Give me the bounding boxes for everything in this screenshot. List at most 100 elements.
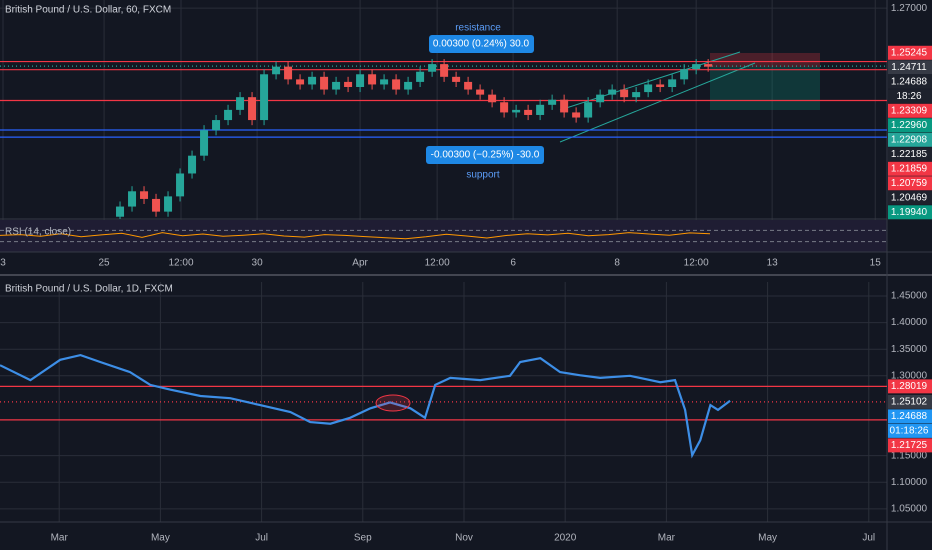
y-tick-label: 1.27000 bbox=[891, 3, 928, 14]
rsi-label: RSI (14, close) bbox=[5, 227, 71, 238]
price-tag bbox=[888, 161, 932, 176]
annotation: support bbox=[466, 170, 500, 181]
price-tag bbox=[888, 394, 932, 409]
candle-body bbox=[200, 130, 209, 156]
price-tag bbox=[888, 60, 932, 75]
x-tick-label: 13 bbox=[767, 258, 779, 269]
y-tick-label: 1.35000 bbox=[891, 344, 928, 355]
price-tag-label: 1.28019 bbox=[891, 381, 928, 392]
candle-body bbox=[440, 64, 449, 77]
candle-body bbox=[188, 155, 197, 174]
x-tick-label: 12:00 bbox=[684, 258, 709, 269]
candle-body bbox=[464, 81, 473, 90]
candle-body bbox=[476, 89, 485, 95]
candle-body bbox=[608, 89, 617, 95]
candle-body bbox=[536, 104, 545, 115]
price-tag-label: 1.19940 bbox=[891, 207, 928, 218]
price-tag bbox=[888, 45, 932, 60]
candle-body bbox=[632, 92, 641, 98]
candle-body bbox=[404, 81, 413, 90]
x-tick-label: 25 bbox=[99, 258, 111, 269]
annotation: -0.00300 (−0.25%) -30.0 bbox=[431, 150, 540, 161]
candle-body bbox=[128, 191, 137, 207]
chart-title: British Pound / U.S. Dollar, 60, FXCM bbox=[5, 5, 171, 16]
candle-body bbox=[248, 97, 257, 121]
target-zone bbox=[710, 67, 820, 110]
price-tag bbox=[888, 176, 932, 191]
rsi-layer bbox=[0, 229, 887, 243]
candle-body bbox=[116, 206, 125, 217]
candle-body bbox=[344, 81, 353, 87]
candle-body bbox=[356, 74, 365, 87]
x-tick-label: 15 bbox=[870, 258, 882, 269]
rsi-line bbox=[0, 232, 711, 240]
x-tick-label: Jul bbox=[255, 533, 268, 544]
x-tick-label: 6 bbox=[510, 258, 516, 269]
price-tag-label: 18:26 bbox=[896, 91, 921, 102]
candle-body bbox=[452, 76, 461, 82]
candle-body bbox=[416, 71, 425, 82]
chart-title: British Pound / U.S. Dollar, 1D, FXCM bbox=[5, 284, 173, 295]
price-tag-label: 1.21725 bbox=[891, 440, 928, 451]
candle-body bbox=[596, 94, 605, 103]
y-tick-label: 1.40000 bbox=[891, 317, 928, 328]
candle-body bbox=[500, 102, 509, 113]
price-tag-label: 1.25245 bbox=[891, 47, 928, 58]
stop-zone bbox=[710, 53, 820, 67]
x-tick-label: Nov bbox=[455, 533, 473, 544]
price-tag-label: 1.22960 bbox=[891, 120, 928, 131]
candle-body bbox=[680, 69, 689, 80]
x-tick-label: 2020 bbox=[554, 533, 577, 544]
candle-body bbox=[296, 79, 305, 85]
candle-body bbox=[656, 84, 665, 87]
price-tag-label: 1.22185 bbox=[891, 149, 928, 160]
annotation: resistance bbox=[455, 23, 501, 34]
price-tag-label: 1.25102 bbox=[891, 397, 928, 408]
price-tag-label: 1.22908 bbox=[891, 134, 928, 145]
channel-line bbox=[559, 62, 756, 143]
price-tag-label: 1.24711 bbox=[891, 62, 927, 73]
price-tag-label: 1.20469 bbox=[891, 192, 928, 203]
candle-body bbox=[152, 198, 161, 212]
candle-body bbox=[644, 84, 653, 93]
price-tag bbox=[888, 89, 932, 104]
candle-body bbox=[368, 74, 377, 85]
price-tag bbox=[888, 147, 932, 162]
axes: 3 25 12:00 30 Apr 12:00 6 8 12:00 13 15 1.27000 1.25… bbox=[0, 3, 932, 544]
candle-body bbox=[308, 76, 317, 85]
y-tick-label: 1.05000 bbox=[891, 503, 928, 514]
price-tag bbox=[888, 103, 932, 118]
highlight-ellipse bbox=[375, 394, 411, 412]
price-tag bbox=[888, 132, 932, 147]
candle-body bbox=[548, 99, 557, 105]
measure-box bbox=[429, 35, 534, 53]
daily-pane bbox=[0, 353, 887, 459]
price-tag bbox=[888, 409, 932, 424]
candle-body bbox=[392, 79, 401, 90]
candle-body bbox=[224, 109, 233, 121]
candle-body bbox=[140, 191, 149, 199]
x-tick-label: Apr bbox=[352, 258, 368, 269]
price-tag bbox=[888, 74, 932, 89]
x-tick-label: 12:00 bbox=[425, 258, 450, 269]
annotation: 0.00300 (0.24%) 30.0 bbox=[433, 39, 530, 50]
drawings bbox=[426, 35, 820, 164]
price-tag bbox=[888, 423, 932, 438]
grid bbox=[0, 282, 887, 522]
price-tag-label: 1.20759 bbox=[891, 178, 928, 189]
x-tick-label: 30 bbox=[252, 258, 264, 269]
candle-body bbox=[704, 64, 713, 67]
price-tag-label: 1.24688 bbox=[891, 411, 928, 422]
grid bbox=[0, 0, 887, 252]
price-tag-label: 1.24688 bbox=[891, 76, 928, 87]
candle-body bbox=[212, 120, 221, 131]
candle-body bbox=[320, 76, 329, 90]
measure-box bbox=[426, 146, 544, 164]
candle-body bbox=[260, 74, 269, 121]
candle-body bbox=[560, 99, 569, 113]
price-tag bbox=[888, 190, 932, 205]
price-tag bbox=[888, 379, 932, 394]
price-tag bbox=[888, 118, 932, 133]
x-tick-label: Jul bbox=[862, 533, 875, 544]
